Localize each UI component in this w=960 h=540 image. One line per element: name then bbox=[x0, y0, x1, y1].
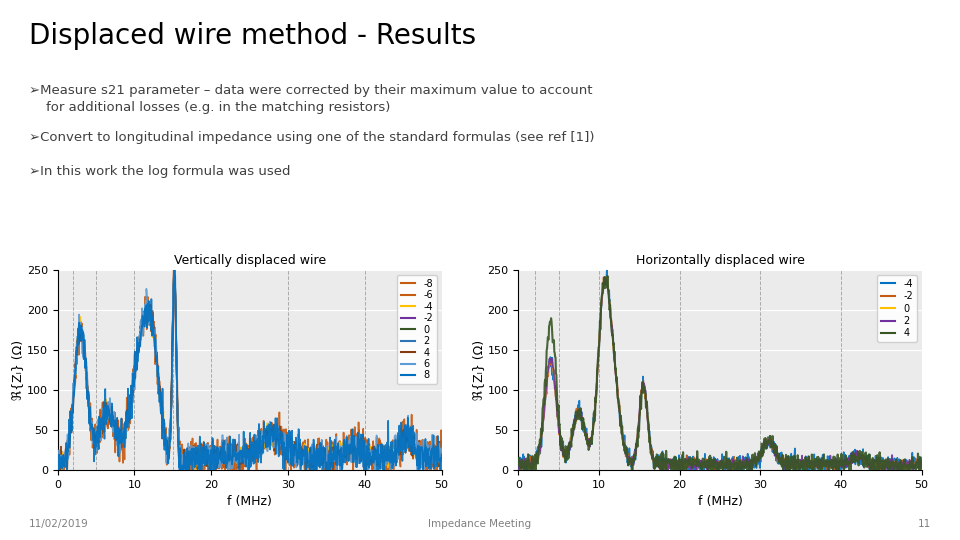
Text: ➢Measure s21 parameter – data were corrected by their maximum value to account
 : ➢Measure s21 parameter – data were corre… bbox=[29, 84, 592, 114]
Text: Displaced wire method - Results: Displaced wire method - Results bbox=[29, 22, 476, 50]
Text: ➢In this work the log formula was used: ➢In this work the log formula was used bbox=[29, 165, 290, 178]
Y-axis label: ℜ{Zₗ} (Ω): ℜ{Zₗ} (Ω) bbox=[11, 340, 24, 400]
Text: ➢Convert to longitudinal impedance using one of the standard formulas (see ref [: ➢Convert to longitudinal impedance using… bbox=[29, 131, 594, 144]
Title: Vertically displaced wire: Vertically displaced wire bbox=[174, 254, 325, 267]
X-axis label: f (MHz): f (MHz) bbox=[228, 495, 272, 508]
Text: 11: 11 bbox=[918, 519, 931, 529]
Text: Impedance Meeting: Impedance Meeting bbox=[428, 519, 532, 529]
Y-axis label: ℜ{Zₗ} (Ω): ℜ{Zₗ} (Ω) bbox=[471, 340, 485, 400]
X-axis label: f (MHz): f (MHz) bbox=[698, 495, 742, 508]
Legend: -8, -6, -4, -2, 0, 2, 4, 6, 8: -8, -6, -4, -2, 0, 2, 4, 6, 8 bbox=[396, 275, 437, 384]
Text: 11/02/2019: 11/02/2019 bbox=[29, 519, 88, 529]
Title: Horizontally displaced wire: Horizontally displaced wire bbox=[636, 254, 804, 267]
Legend: -4, -2, 0, 2, 4: -4, -2, 0, 2, 4 bbox=[876, 275, 917, 342]
